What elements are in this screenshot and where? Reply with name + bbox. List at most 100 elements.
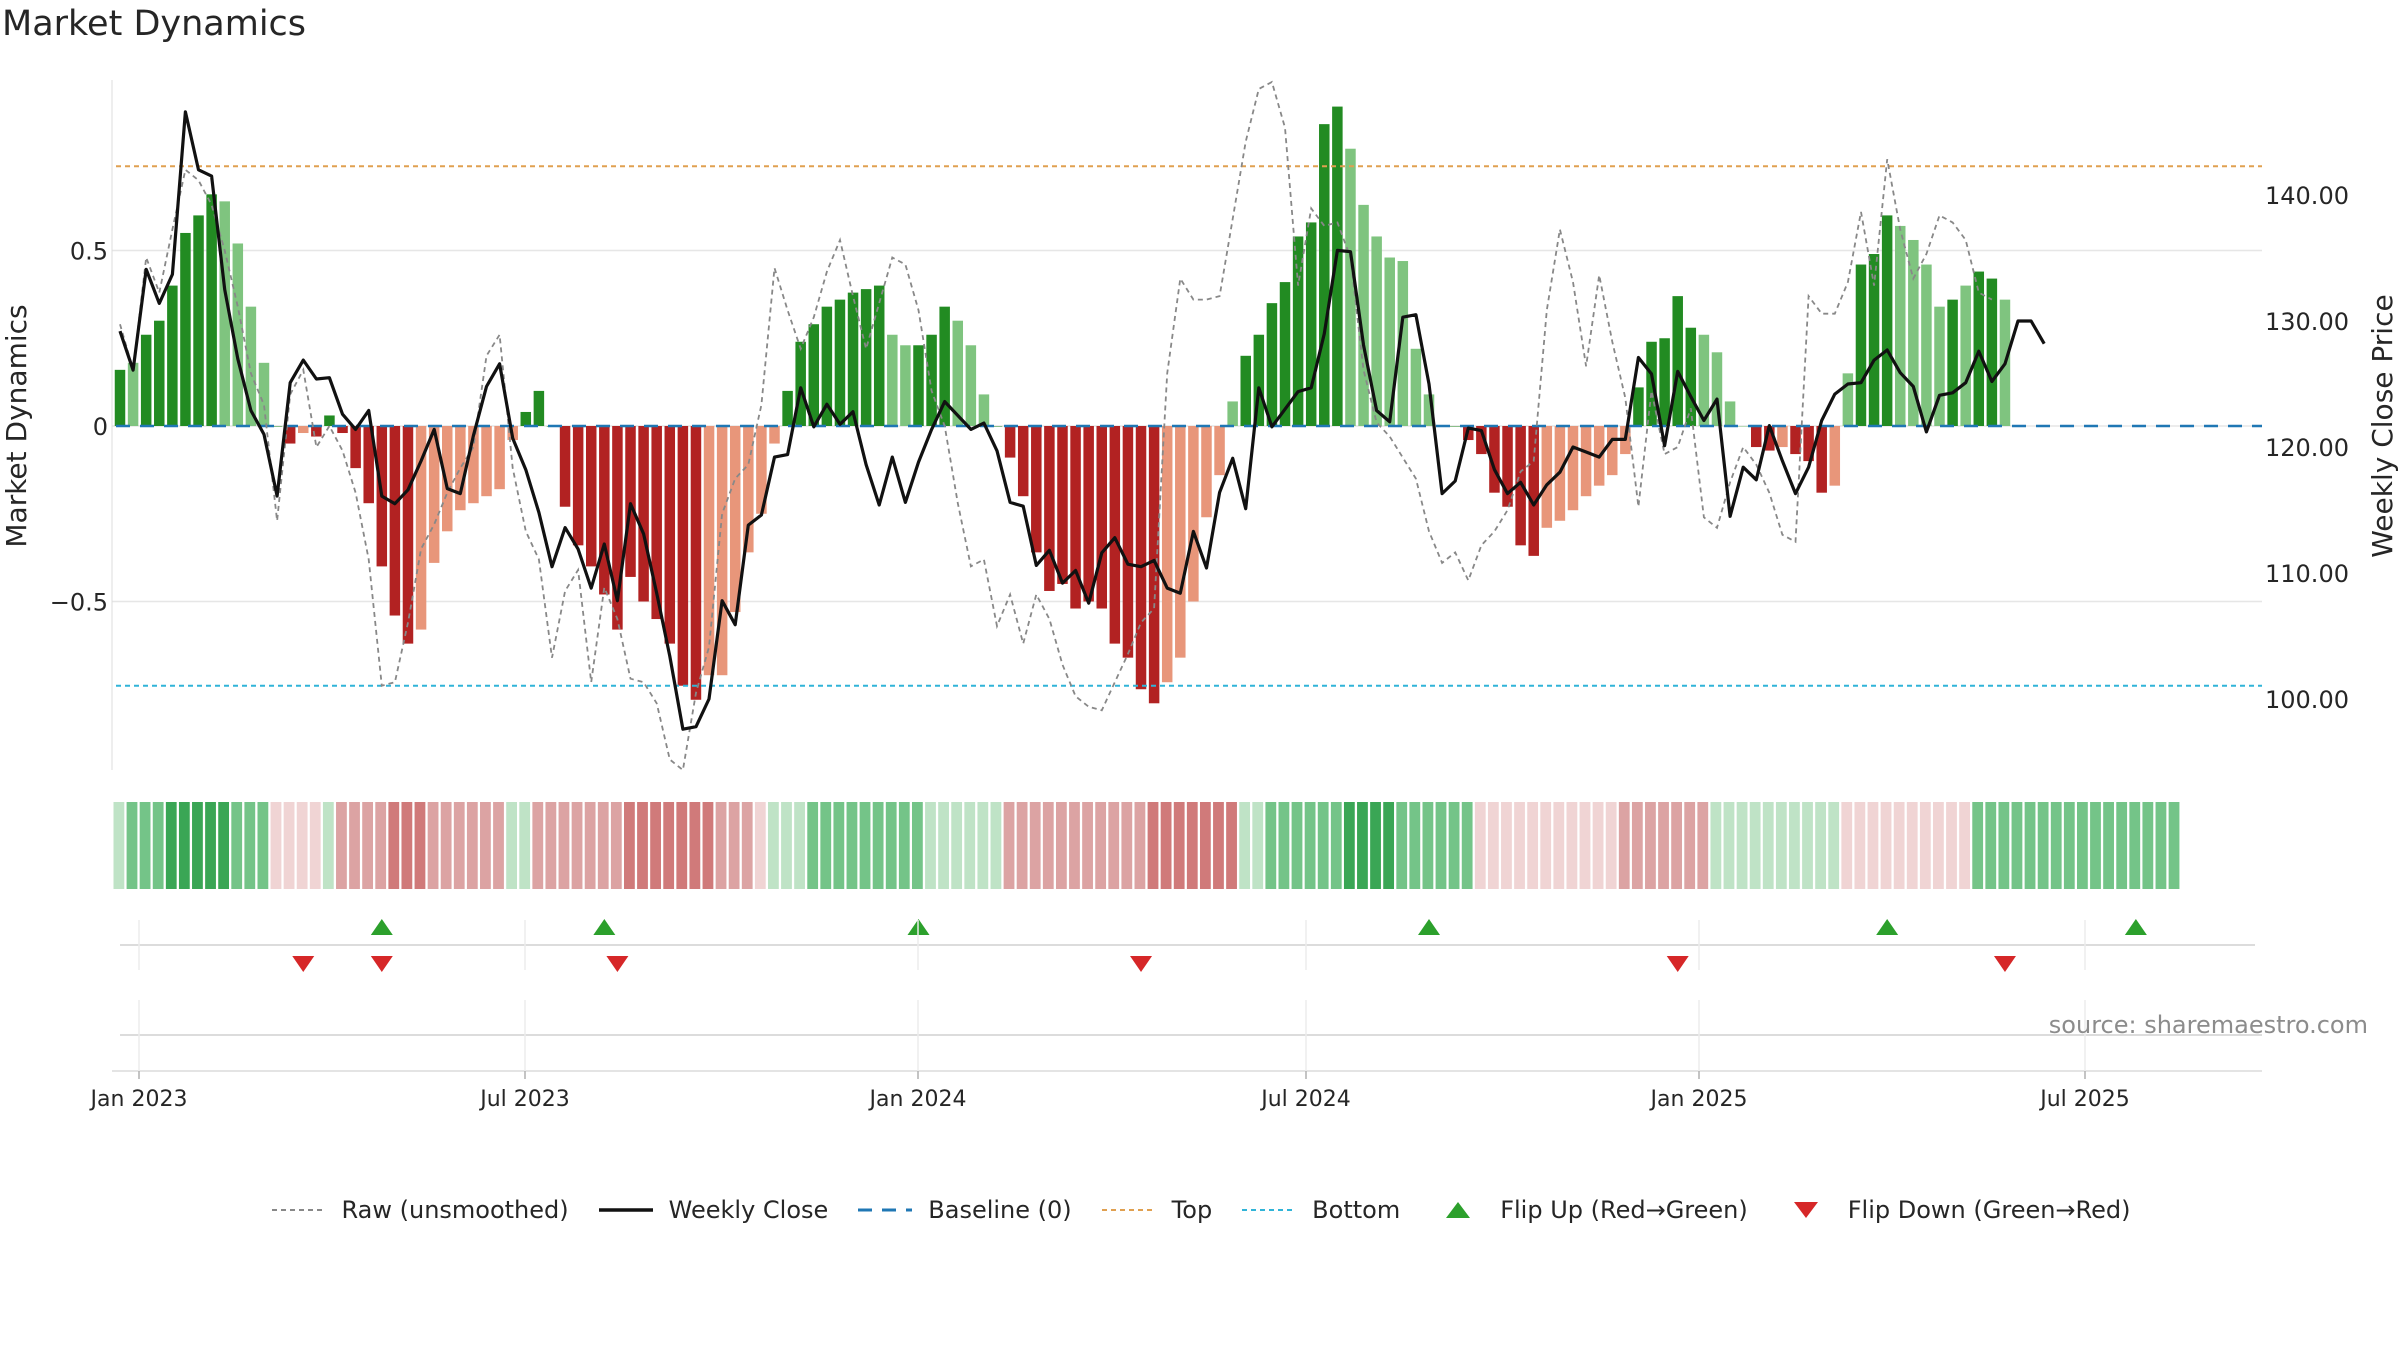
dynamics-bar	[1109, 426, 1121, 644]
regime-cell	[1108, 802, 1120, 889]
legend-label: Top	[1171, 1196, 1213, 1224]
legend-label: Raw (unsmoothed)	[341, 1196, 569, 1224]
close-line	[118, 110, 2046, 731]
regime-cell	[624, 802, 635, 889]
legend-item-baseline: Baseline (0)	[856, 1196, 1072, 1224]
dynamics-bar	[1188, 426, 1199, 602]
regime-cell	[2142, 802, 2154, 889]
regime-cell	[846, 802, 858, 889]
dynamics-bar	[1737, 426, 1749, 427]
regime-cell	[205, 802, 216, 889]
dynamics-bar	[1580, 426, 1592, 497]
dynamics-bar	[677, 426, 689, 686]
dynamics-bar	[1986, 278, 1998, 426]
regime-cell	[2063, 802, 2075, 889]
dynamics-bar	[1868, 254, 1880, 426]
reference-lines	[116, 165, 2262, 687]
regime-cell	[1147, 802, 1159, 889]
dynamics-bar	[1803, 426, 1814, 462]
regime-cell	[244, 802, 256, 889]
dynamics-bar	[324, 415, 335, 426]
dynamics-bars	[114, 106, 2011, 704]
flip-up-marker	[2124, 919, 2147, 935]
regime-cell	[2011, 802, 2023, 889]
regime-cell	[1213, 802, 1224, 889]
regime-cell	[859, 802, 871, 889]
dynamics-bar	[219, 201, 230, 426]
dynamics-bar	[808, 324, 820, 426]
dynamics-bar	[978, 394, 990, 426]
x-tick-label: Jul 2025	[2038, 1087, 2130, 1112]
dynamics-bar	[756, 426, 767, 514]
dynamics-bar	[1031, 426, 1042, 553]
dynamics-bar	[1934, 306, 1945, 426]
dynamics-bar	[900, 345, 911, 426]
regime-cell	[1815, 802, 1826, 889]
dynamics-bar	[638, 426, 649, 602]
dynamics-bar	[389, 426, 401, 616]
regime-cell	[1383, 802, 1395, 889]
regime-cell	[283, 802, 295, 889]
dynamics-bar	[1711, 352, 1723, 426]
regime-cell	[977, 802, 989, 889]
dynamics-bar	[1083, 426, 1094, 602]
regime-cell	[139, 802, 151, 889]
regime-cell	[781, 802, 792, 889]
legend-label: Weekly Close	[668, 1196, 829, 1224]
x-tick-label: Jul 2024	[1259, 1087, 1351, 1112]
dynamics-bar	[1148, 426, 1160, 704]
legend-symbol	[1242, 1209, 1297, 1211]
flip-down-marker	[370, 956, 393, 972]
regime-cell	[689, 802, 701, 889]
regime-cell	[1003, 802, 1015, 889]
regime-cell	[885, 802, 897, 889]
dynamics-bar	[860, 289, 872, 426]
dynamics-bar	[559, 426, 571, 507]
dynamics-bar	[271, 426, 283, 427]
regime-cell	[2090, 802, 2101, 889]
dynamics-bar	[1842, 373, 1854, 426]
regime-cell	[309, 802, 321, 889]
dynamics-bar	[428, 426, 440, 563]
right-tick-label: 130.00	[2265, 308, 2349, 336]
flip-down-marker	[292, 956, 315, 972]
dynamics-bar	[572, 426, 584, 546]
legend-symbol	[1446, 1202, 1471, 1218]
dynamics-bar	[821, 306, 833, 426]
regime-cell	[1671, 802, 1683, 889]
regime-cell	[388, 802, 400, 889]
dynamics-bar	[402, 426, 414, 644]
dynamics-bar	[1227, 401, 1238, 426]
dynamics-bar	[1659, 338, 1670, 426]
regime-cell	[1186, 802, 1198, 889]
dynamics-bar	[585, 426, 597, 567]
regime-cell	[1134, 802, 1146, 889]
regime-cell	[794, 802, 805, 889]
dynamics-bar	[1921, 264, 1932, 426]
regime-cell	[1370, 802, 1381, 889]
legend-symbol	[1101, 1209, 1156, 1211]
regime-cell	[898, 802, 910, 889]
chart-title: Market Dynamics	[2, 4, 307, 44]
dynamics-bar	[1384, 257, 1395, 426]
regime-cell	[1095, 802, 1107, 889]
dynamics-bar	[1332, 106, 1343, 426]
regime-cell	[519, 802, 531, 889]
regime-cell	[336, 802, 347, 889]
regime-cell	[637, 802, 648, 889]
regime-cell	[270, 802, 282, 889]
dynamics-bar	[1607, 426, 1618, 476]
regime-cell	[1893, 802, 1905, 889]
regime-cell	[558, 802, 570, 889]
dynamics-bar	[1397, 261, 1409, 426]
regime-cell	[1435, 802, 1447, 889]
left-tick-label: 0.5	[70, 238, 108, 266]
dynamics-bar	[1345, 148, 1356, 426]
regime-cell	[1082, 802, 1093, 889]
regime-cell	[938, 802, 949, 889]
dynamics-bar	[1489, 426, 1500, 493]
regime-cell	[1946, 802, 1957, 889]
regime-cell	[401, 802, 413, 889]
dynamics-bar	[1528, 426, 1539, 556]
legend-label: Baseline (0)	[928, 1196, 1072, 1224]
